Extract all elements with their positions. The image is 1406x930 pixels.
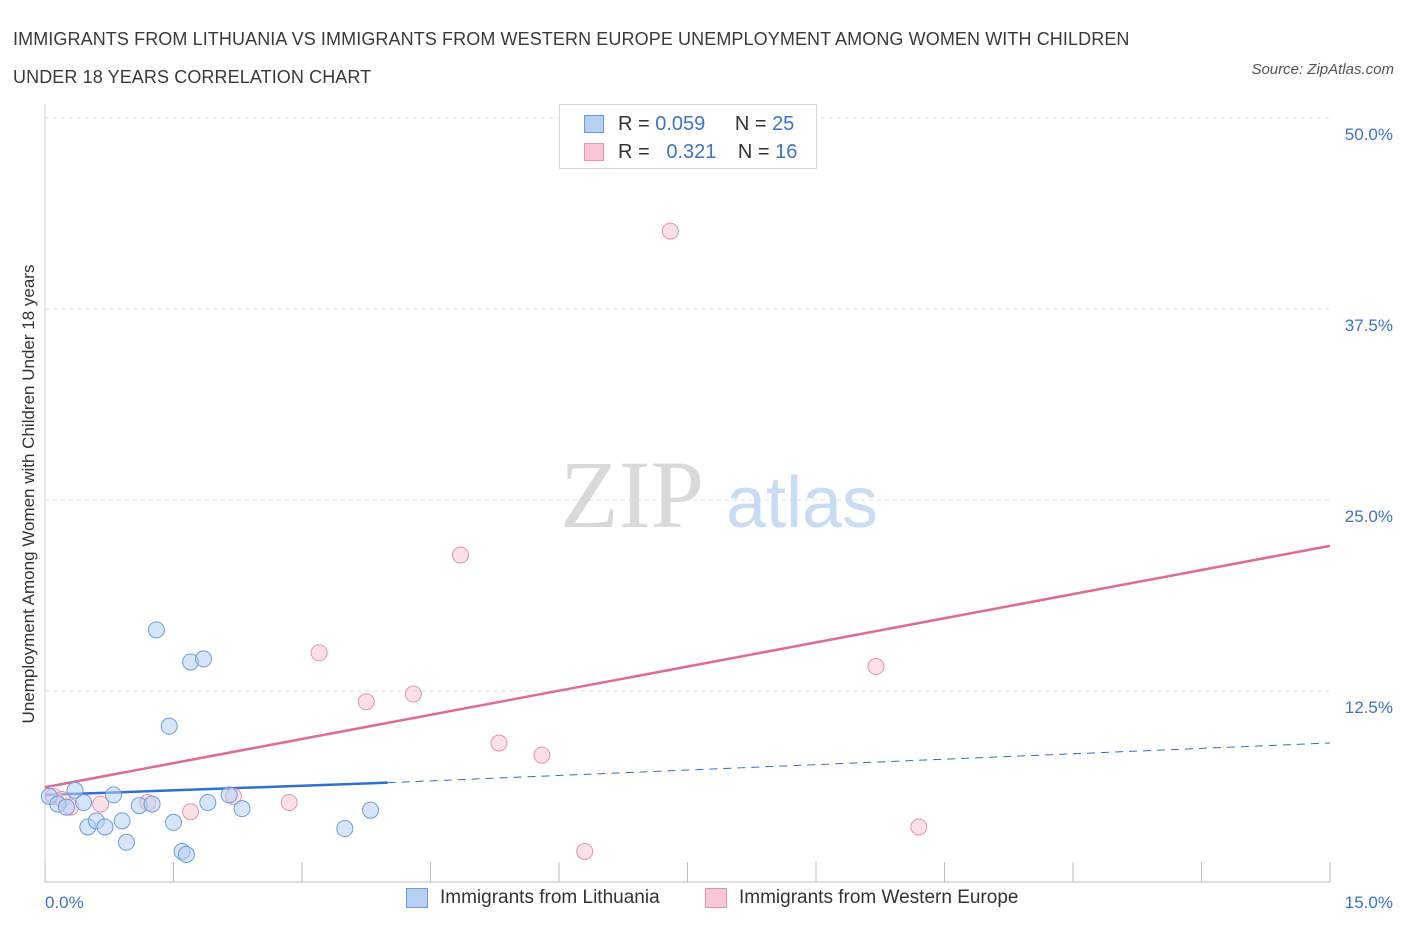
point-lithuania [233, 800, 251, 818]
trend-lines [44, 544, 1331, 797]
point-lithuania [194, 650, 212, 668]
bottom-legend-swatch-blue [406, 888, 428, 908]
point-lithuania [199, 794, 217, 812]
source-label: Source: ZipAtlas.com [1251, 61, 1394, 78]
point-lithuania [75, 794, 93, 812]
bottom-legend-western-europe: Immigrants from Western Europe [705, 887, 1018, 909]
point-lithuania [165, 813, 182, 831]
point-western-europe [404, 685, 422, 703]
point-western-europe [490, 734, 508, 752]
trend-line-lithuania [44, 781, 388, 797]
point-lithuania [96, 818, 114, 836]
point-lithuania [105, 786, 123, 804]
bottom-legend-label: Immigrants from Western Europe [739, 887, 1019, 908]
point-lithuania [160, 717, 178, 735]
point-lithuania [57, 798, 75, 816]
point-western-europe [310, 644, 328, 662]
point-western-europe [182, 803, 200, 821]
point-lithuania [147, 621, 165, 639]
point-western-europe [280, 794, 298, 812]
legend-swatch-pink [584, 143, 604, 161]
point-western-europe [910, 818, 928, 836]
legend-row-lithuania: R = 0.059 N = 25 [584, 111, 794, 137]
chart-title-line2: UNDER 18 YEARS CORRELATION CHART [13, 67, 372, 87]
point-lithuania [143, 795, 161, 813]
legend-r-label: R = [618, 140, 650, 163]
legend-n-label: N = [734, 112, 767, 135]
point-lithuania [220, 786, 238, 804]
grid [45, 117, 1330, 692]
trend-line-lithuania-extension [387, 742, 1331, 784]
point-lithuania [336, 820, 354, 838]
tick-labels: 12.5% 25.0% 37.5% 50.0% 0.0% 15.0% [45, 125, 1393, 912]
legend-r-label: R = [618, 112, 650, 135]
data-points [40, 222, 928, 863]
y-tick-label: 25.0% [1345, 507, 1393, 526]
point-western-europe [92, 795, 110, 813]
legend-n-label: N = [737, 140, 770, 163]
point-lithuania [362, 801, 380, 819]
legend-r-value: 0.321 [666, 140, 717, 163]
watermark-atlas: atlas [726, 463, 878, 543]
point-western-europe [533, 746, 551, 764]
point-lithuania [177, 845, 195, 863]
legend-r-value: 0.059 [655, 112, 706, 135]
point-western-europe [576, 842, 594, 860]
point-lithuania [66, 781, 84, 799]
point-western-europe [451, 546, 469, 564]
point-western-europe [867, 658, 885, 676]
correlation-legend: R = 0.059 N = 25 R = 0.321 N = 16 [559, 104, 817, 169]
watermark-zip: ZIP [560, 441, 704, 548]
point-western-europe [357, 693, 375, 711]
legend-swatch-blue [584, 115, 604, 133]
watermark: ZIP atlas [560, 441, 878, 548]
chart-title: IMMIGRANTS FROM LITHUANIA VS IMMIGRANTS … [13, 20, 1130, 96]
axes [44, 104, 1331, 883]
y-tick-label: 37.5% [1345, 316, 1393, 335]
legend-row-western-europe: R = 0.321 N = 16 [584, 139, 797, 165]
legend-n-value: 16 [775, 140, 798, 163]
chart-title-line1: IMMIGRANTS FROM LITHUANIA VS IMMIGRANTS … [13, 29, 1130, 49]
bottom-legend-swatch-pink [705, 888, 727, 908]
bottom-legend-lithuania: Immigrants from Lithuania [406, 887, 660, 909]
y-tick-label: 12.5% [1345, 698, 1393, 717]
x-tick-label-min: 0.0% [45, 893, 84, 912]
y-axis-label: Unemployment Among Women with Children U… [19, 265, 38, 724]
legend-n-value: 25 [772, 112, 795, 135]
y-tick-label: 50.0% [1345, 125, 1393, 144]
point-lithuania [117, 833, 135, 851]
x-tick-label-max: 15.0% [1345, 893, 1393, 912]
point-lithuania [113, 812, 131, 830]
trend-line-western-europe [44, 544, 1331, 789]
bottom-legend-label: Immigrants from Lithuania [440, 887, 660, 908]
point-western-europe [661, 222, 679, 240]
